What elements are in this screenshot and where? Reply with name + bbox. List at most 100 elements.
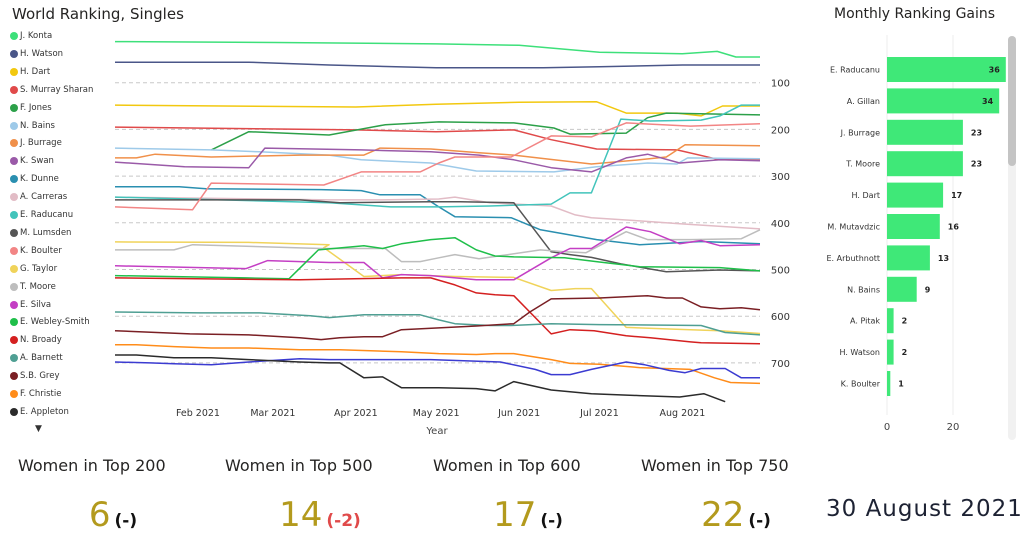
legend-dot-icon [10,390,18,398]
line-chart: 100 200 300 400 500 600 700 Feb 2021 Mar 2021 Ap… [114,40,790,437]
bar-chart-scrollbar[interactable] [1008,36,1016,440]
legend-item[interactable]: K. Swan [10,153,54,169]
legend-item[interactable]: M. Lumsden [10,225,71,241]
series-line-h-dart[interactable] [114,101,760,117]
bar-category-label: N. Bains [847,285,880,294]
kpi-change: (-2) [326,511,361,531]
legend-label: F. Jones [20,102,52,113]
series-line-e-appleton[interactable] [115,354,726,403]
bar-category-label: A. Pitak [850,317,880,326]
legend-item[interactable]: S.B. Grey [10,368,60,384]
series-line-e-silva[interactable] [114,226,761,281]
kpi-change: (-) [540,511,563,531]
legend-dot-icon [10,336,18,345]
bar-data-label: 36 [989,66,1001,75]
kpi-value-row: 14 (-2) [255,495,385,535]
kpi-change: (-) [748,511,771,531]
legend-dot-icon [10,67,18,76]
bar-category-label: T. Moore [845,160,880,169]
series-line-s-murray-sharan[interactable] [114,126,760,161]
legend-item[interactable]: E. Raducanu [10,207,73,223]
line-chart-title: World Ranking, Singles [12,5,184,23]
series-line-k-swan[interactable] [114,147,761,173]
series-line-a-barnett[interactable] [114,311,761,336]
series-line-e-webley-smith[interactable] [114,236,761,280]
y-tick-label: 700 [771,359,790,370]
bar-category-label: K. Boulter [841,380,881,389]
series-line-n-broady[interactable] [114,277,761,345]
legend-item[interactable]: E. Appleton [10,404,69,420]
legend-label: J. Burrage [20,138,62,149]
legend-item[interactable]: N. Broady [10,332,62,348]
series-line-s-b-grey[interactable] [114,294,761,341]
legend-dot-icon [10,32,18,40]
series-line-n-bains[interactable] [114,147,761,173]
legend-label: H. Dart [20,66,51,77]
legend-item[interactable]: A. Carreras [10,189,67,205]
series-line-t-moore[interactable] [115,229,761,263]
y-tick-label: 600 [771,312,790,323]
legend-item[interactable]: K. Dunne [10,171,59,187]
kpi-value-row: 6 (-) [48,495,178,535]
y-tick-label: 200 [771,125,790,136]
bar[interactable] [887,245,930,271]
series-line-e-raducanu[interactable] [114,104,760,208]
legend-item[interactable]: G. Taylor [10,261,57,277]
series-line-j-burrage[interactable] [115,144,761,165]
legend-item[interactable]: E. Webley-Smith [10,314,90,330]
bar[interactable] [887,371,891,396]
bar[interactable] [887,88,1000,114]
legend-label: T. Moore [20,281,56,292]
kpi-value-row: 22 (-) [671,495,801,535]
legend-item[interactable]: A. Barnett [10,350,63,366]
bar[interactable] [887,119,963,145]
scrollbar-thumb[interactable] [1008,36,1016,166]
bar[interactable] [887,339,894,365]
legend-label: F. Christie [20,389,62,399]
bar-chart: 0 20 E. Raducanu 36 A. Gillan 34 J. Burrage 23 T… [827,35,1006,433]
caret-down-icon[interactable]: ▼ [35,424,42,434]
legend-item[interactable]: N. Bains [10,118,55,134]
legend-label: S.B. Grey [20,371,60,382]
legend-item[interactable]: J. Konta [10,28,52,44]
x-tick-label: Feb 2021 [176,408,220,419]
x-tick-label: May 2021 [413,408,460,419]
kpi-change: (-) [114,511,138,531]
x-tick-label: Jul 2021 [579,408,619,419]
series-line-h-watson[interactable] [115,61,760,69]
series-line-g-taylor[interactable] [114,241,761,335]
legend-label: A. Carreras [20,192,68,203]
series-line-unlabeled[interactable] [114,357,760,379]
bar-data-label: 17 [951,191,962,200]
legend-item[interactable]: F. Christie [10,386,61,402]
legend-dot-icon [10,407,18,416]
bar[interactable] [887,151,963,177]
legend-dot-icon [10,354,18,363]
bar[interactable] [887,276,917,302]
legend-item[interactable]: J. Burrage [10,135,62,151]
series-line-k-dunne[interactable] [115,186,761,246]
legend-item[interactable]: E. Silva [10,297,51,313]
bar[interactable] [887,214,940,239]
series-line-f-jones[interactable] [210,112,761,151]
bar-chart-title: Monthly Ranking Gains [834,6,996,22]
legend-item[interactable]: H. Dart [10,64,50,80]
legend-item[interactable]: S. Murray Sharan [10,82,93,98]
series-line-m-lumsden[interactable] [115,199,761,273]
legend-dot-icon [10,264,18,273]
legend-dot-icon [10,228,18,237]
bar[interactable] [887,182,944,208]
legend-label: E. Silva [20,299,52,310]
legend-dot-icon [10,121,18,130]
series-line-k-boulter[interactable] [114,122,761,211]
legend-dot-icon [10,103,18,112]
series-line-f-christie[interactable] [115,343,761,385]
bar[interactable] [887,308,894,334]
x-tick-label: Apr 2021 [334,408,378,419]
legend-item[interactable]: T. Moore [10,279,56,295]
legend-item[interactable]: H. Watson [10,46,63,62]
legend-item[interactable]: K. Boulter [10,243,62,259]
bar[interactable] [887,57,1006,82]
legend-item[interactable]: F. Jones [10,100,52,116]
series-line-j-konta[interactable] [114,40,760,58]
